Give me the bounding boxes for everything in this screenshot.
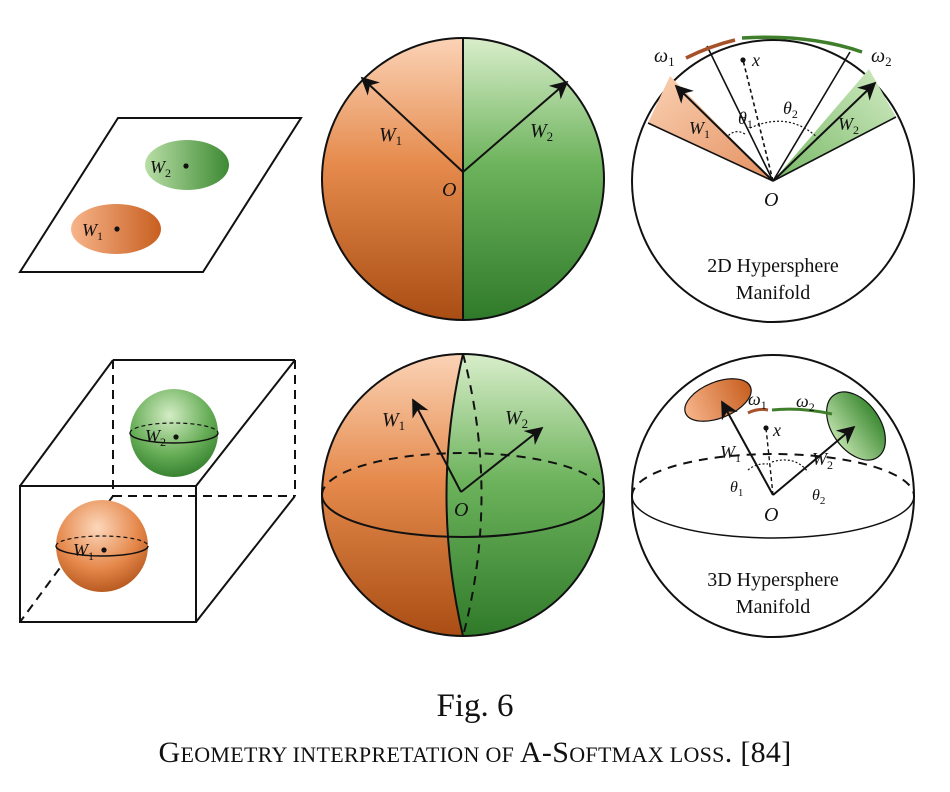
- w2-vector: [772, 81, 877, 182]
- w1-label: W1: [73, 540, 94, 563]
- panel-manifold-2d: ω1 ω2 x W1 W2 θ1 θ2 O 2D Hypersphere Man…: [631, 35, 915, 323]
- w2-point: [183, 163, 189, 169]
- caption-part: G: [158, 736, 181, 769]
- panel-manifold-3d: ω1 ω2 x W1 W2 θ1 θ2 O 3D Hypersphere Man…: [631, 354, 915, 638]
- panel-sphere-3d: W1 W2 O: [321, 353, 605, 637]
- origin-label: O: [764, 189, 778, 211]
- origin-label: O: [442, 179, 456, 201]
- theta2-arc: [749, 120, 821, 141]
- figure-number: Fig. 6: [436, 688, 514, 724]
- w1-vector: [360, 76, 464, 173]
- w2-label: W2: [530, 120, 553, 144]
- caption-part: . [84]: [724, 736, 792, 769]
- class2-sphere: [130, 389, 218, 477]
- manifold-2d-title-line1: 2D Hypersphere: [707, 255, 839, 277]
- x-point: [763, 425, 769, 431]
- caption-part: OFTMAX LOSS: [569, 742, 725, 767]
- theta2-arc: [771, 459, 809, 473]
- class2-half: [446, 354, 604, 636]
- decision-boundary: [445, 353, 464, 637]
- equator-front: [321, 494, 605, 538]
- panel-box-3d: W2 W1: [19, 359, 296, 623]
- w2-vector: [462, 80, 569, 173]
- caption-part: A-S: [519, 736, 570, 769]
- w2-label: W2: [150, 157, 171, 180]
- figure-diagram: W2 W1 W1 W2 O ω1 ω2 x W1 W2: [18, 35, 915, 638]
- w1-label: W1: [720, 442, 741, 465]
- w1-label: W1: [82, 220, 103, 243]
- omega2-arc: [741, 35, 863, 54]
- x-label: x: [772, 420, 781, 440]
- w2-vector: [772, 425, 856, 496]
- theta1-arc: [726, 131, 746, 138]
- origin-label: O: [764, 504, 778, 526]
- omega2-label: ω2: [871, 45, 892, 69]
- w1-vector: [721, 400, 774, 496]
- radius-line: [772, 116, 897, 182]
- class1-half: [322, 354, 463, 636]
- radius-line: [706, 45, 774, 182]
- plane: [18, 117, 303, 273]
- omega1-label: ω1: [654, 45, 675, 69]
- caption-part: EOMETRY INTERPRETATION OF: [180, 742, 520, 767]
- theta1-label: θ1: [730, 479, 743, 499]
- theta1-arc: [747, 463, 769, 471]
- radius-line: [772, 51, 851, 182]
- manifold-3d-title-line2: Manifold: [736, 596, 810, 618]
- theta1-label: θ1: [738, 108, 753, 131]
- w2-label: W2: [838, 114, 859, 137]
- class1-sphere: [56, 500, 148, 592]
- w1-label: W1: [379, 124, 402, 148]
- w1-label: W1: [689, 118, 710, 141]
- origin-label: O: [454, 499, 468, 521]
- panel-circle-2d: W1 W2 O: [321, 37, 605, 321]
- w2-label: W2: [145, 426, 166, 449]
- manifold-2d-title-line2: Manifold: [736, 282, 810, 304]
- x-point: [740, 57, 746, 63]
- panel-plane-2d: W2 W1: [18, 117, 303, 273]
- omega1-arc: [747, 407, 769, 415]
- box-front: [19, 485, 197, 623]
- w1-vector: [412, 398, 462, 493]
- theta2-label: θ2: [812, 487, 825, 507]
- equator-front: [631, 495, 915, 539]
- x-vector: [765, 427, 774, 496]
- w2-label: W2: [812, 449, 833, 472]
- radius-line: [647, 122, 774, 182]
- w1-point: [114, 226, 120, 232]
- w2-point: [173, 434, 179, 440]
- w1-point: [101, 547, 107, 553]
- omega1-label: ω1: [748, 389, 767, 412]
- manifold-3d-title-line1: 3D Hypersphere: [707, 569, 839, 591]
- manifold-sphere: [631, 354, 915, 638]
- omega2-arc: [771, 407, 833, 416]
- w2-vector: [460, 426, 544, 493]
- w2-label: W2: [505, 407, 528, 431]
- class1-half: [322, 38, 463, 320]
- w1-vector: [674, 84, 774, 182]
- w1-label: W1: [382, 409, 405, 433]
- omega1-arc: [685, 38, 736, 60]
- x-label: x: [751, 50, 760, 70]
- class2-half: [463, 38, 604, 320]
- omega2-label: ω2: [796, 391, 815, 414]
- theta2-label: θ2: [783, 98, 798, 121]
- figure-caption: GEOMETRY INTERPRETATION OF A-SOFTMAX LOS…: [0, 736, 950, 770]
